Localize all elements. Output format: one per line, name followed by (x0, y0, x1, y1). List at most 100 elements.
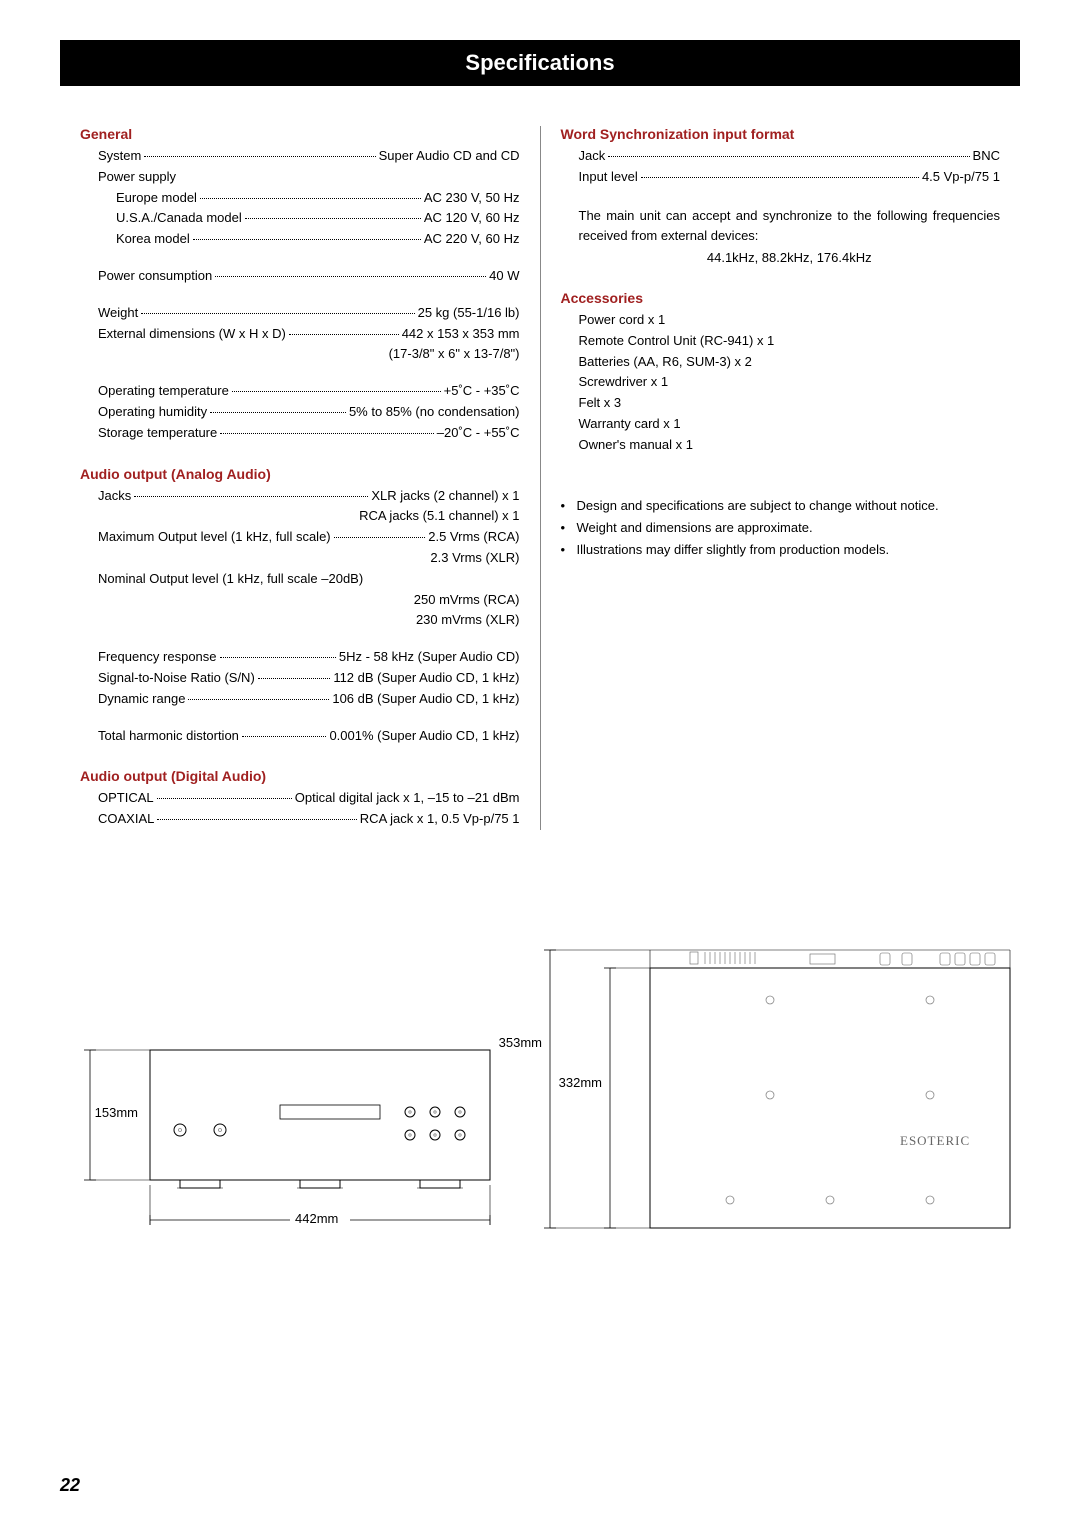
wordsync-para: The main unit can accept and synchronize… (579, 206, 1001, 246)
analog-nomout-2: 230 mVrms (XLR) (98, 610, 520, 631)
spec-line: JackBNC (579, 146, 1001, 167)
spec-value: AC 120 V, 60 Hz (424, 208, 520, 229)
leader-dots (242, 736, 327, 737)
spec-value: +5˚C - +35˚C (444, 381, 520, 402)
wordsync-rows: JackBNCInput level 4.5 Vp-p/75 1 (561, 146, 1001, 188)
analog-jacks-cont: RCA jacks (5.1 channel) x 1 (98, 506, 520, 527)
leader-dots (141, 313, 414, 314)
leader-dots (144, 156, 375, 157)
spec-line: Total harmonic distortion0.001% (Super A… (98, 726, 520, 747)
analog-maxout-cont: 2.3 Vrms (XLR) (98, 548, 520, 569)
spec-value: XLR jacks (2 channel) x 1 (371, 486, 519, 507)
accessory-item: Remote Control Unit (RC-941) x 1 (579, 331, 1001, 352)
spec-label: External dimensions (W x H x D) (98, 324, 286, 345)
note-item: Weight and dimensions are approximate. (561, 518, 1001, 538)
dimensions-imperial: (17-3/8" x 6" x 13-7/8") (98, 344, 520, 365)
spec-value: BNC (973, 146, 1000, 167)
analog-nomout-1: 250 mVrms (RCA) (98, 590, 520, 611)
general-rows: SystemSuper Audio CD and CD (80, 146, 520, 167)
spec-value: 25 kg (55-1/16 lb) (418, 303, 520, 324)
spec-value: –20˚C - +55˚C (437, 423, 520, 444)
leader-dots (245, 218, 421, 219)
spec-line: Frequency response 5Hz - 58 kHz (Super Au… (98, 647, 520, 668)
leader-dots (215, 276, 486, 277)
leader-dots (157, 798, 292, 799)
spec-label: Power consumption (98, 266, 212, 287)
section-digital: Audio output (Digital Audio) OPTICALOpti… (80, 768, 520, 830)
digital-rows: OPTICALOptical digital jack x 1, –15 to … (80, 788, 520, 830)
dim-depth: 353mm (499, 1035, 542, 1050)
right-column: Word Synchronization input format JackBN… (541, 126, 1021, 830)
spec-label: COAXIAL (98, 809, 154, 830)
spec-label: Europe model (116, 188, 197, 209)
heading-analog: Audio output (Analog Audio) (80, 466, 520, 482)
spec-value: Super Audio CD and CD (379, 146, 520, 167)
accessory-item: Batteries (AA, R6, SUM-3) x 2 (579, 352, 1001, 373)
spec-label: Weight (98, 303, 138, 324)
dim-width: 442mm (295, 1211, 338, 1226)
note-item: Design and specifications are subject to… (561, 496, 1001, 516)
heading-accessories: Accessories (561, 290, 1001, 306)
page-title: Specifications (465, 50, 614, 75)
spec-value: 5% to 85% (no condensation) (349, 402, 520, 423)
accessory-item: Screwdriver x 1 (579, 372, 1001, 393)
front-svg (70, 1020, 500, 1250)
general-rows2: Power consumption 40 W (80, 266, 520, 287)
spec-value: 442 x 153 x 353 mm (402, 324, 520, 345)
diagrams: 153mm 442mm (60, 940, 1020, 1250)
spec-value: AC 230 V, 50 Hz (424, 188, 520, 209)
leader-dots (193, 239, 421, 240)
accessory-item: Felt x 3 (579, 393, 1001, 414)
dim-height: 153mm (95, 1105, 138, 1120)
spec-value: 0.001% (Super Audio CD, 1 kHz) (329, 726, 519, 747)
spec-line: U.S.A./Canada modelAC 120 V, 60 Hz (116, 208, 520, 229)
heading-digital: Audio output (Digital Audio) (80, 768, 520, 784)
leader-dots (134, 496, 368, 497)
accessory-item: Warranty card x 1 (579, 414, 1001, 435)
spec-line: Jacks XLR jacks (2 channel) x 1 (98, 486, 520, 507)
spec-line: Input level 4.5 Vp-p/75 1 (579, 167, 1001, 188)
spec-value: 5Hz - 58 kHz (Super Audio CD) (339, 647, 520, 668)
brand-text: ESOTERIC (900, 1133, 970, 1148)
section-wordsync: Word Synchronization input format JackBN… (561, 126, 1001, 268)
left-column: General SystemSuper Audio CD and CD Powe… (60, 126, 541, 830)
spec-label: OPTICAL (98, 788, 154, 809)
spec-label: Dynamic range (98, 689, 185, 710)
heading-wordsync: Word Synchronization input format (561, 126, 1001, 142)
spec-label: Storage temperature (98, 423, 217, 444)
spec-label: Maximum Output level (1 kHz, full scale) (98, 527, 331, 548)
leader-dots (258, 678, 331, 679)
spec-label: Operating humidity (98, 402, 207, 423)
spec-line: Signal-to-Noise Ratio (S/N) 112 dB (Super… (98, 668, 520, 689)
analog-rows2: Frequency response 5Hz - 58 kHz (Super Au… (80, 647, 520, 709)
leader-dots (641, 177, 919, 178)
spec-value: 40 W (489, 266, 519, 287)
spec-line: Korea modelAC 220 V, 60 Hz (116, 229, 520, 250)
spec-label: Operating temperature (98, 381, 229, 402)
dim-inner-depth: 332mm (559, 1075, 602, 1090)
spec-value: 112 dB (Super Audio CD, 1 kHz) (333, 668, 519, 689)
spec-value: 4.5 Vp-p/75 1 (922, 167, 1000, 188)
leader-dots (220, 657, 336, 658)
spec-value: 106 dB (Super Audio CD, 1 kHz) (332, 689, 519, 710)
leader-dots (220, 433, 434, 434)
leader-dots (188, 699, 329, 700)
leader-dots (200, 198, 421, 199)
spec-label: Frequency response (98, 647, 217, 668)
leader-dots (232, 391, 441, 392)
spec-label: Signal-to-Noise Ratio (S/N) (98, 668, 255, 689)
power-supply-label: Power supply (98, 167, 520, 188)
spec-label: Input level (579, 167, 638, 188)
analog-maxout: Maximum Output level (1 kHz, full scale)… (98, 527, 520, 548)
leader-dots (334, 537, 426, 538)
accessory-item: Owner's manual x 1 (579, 435, 1001, 456)
general-rows4: Operating temperature+5˚C - +35˚COperati… (80, 381, 520, 443)
analog-nomout-label: Nominal Output level (1 kHz, full scale … (98, 569, 520, 590)
spec-line: External dimensions (W x H x D) 442 x 153… (98, 324, 520, 345)
spec-label: Jacks (98, 486, 131, 507)
spec-value: AC 220 V, 60 Hz (424, 229, 520, 250)
heading-general: General (80, 126, 520, 142)
leader-dots (289, 334, 399, 335)
spec-line: Operating temperature +5˚C - +35˚C (98, 381, 520, 402)
spec-line: Operating humidity 5% to 85% (no condensa… (98, 402, 520, 423)
